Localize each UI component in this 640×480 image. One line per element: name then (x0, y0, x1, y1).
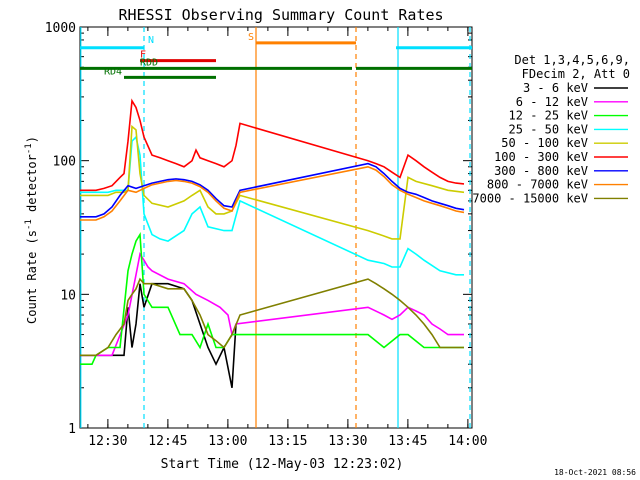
legend-item-label: 300 - 800 keV (494, 164, 588, 178)
plot-area: 1 10 100 1000 12:30 12:45 13:00 13:15 13:30 13:45… (45, 21, 488, 449)
legend-item-label: 3 - 6 keV (523, 81, 588, 95)
series-line (80, 277, 464, 357)
legend-item-label: 800 - 7000 keV (487, 178, 588, 192)
series-line (80, 232, 464, 365)
legend-item-label: 12 - 25 keV (509, 109, 588, 123)
legend-item-label: 25 - 50 keV (509, 122, 588, 136)
y-label-mid: detector (25, 154, 39, 219)
legend-header-line: FDecim 2, Att 0 (522, 67, 630, 81)
legend-item-label: 7000 - 15000 keV (472, 191, 588, 205)
legend: Det 1,3,4,5,6,9,FDecim 2, Att 03 - 6 keV… (472, 53, 630, 205)
x-tick-label: 13:15 (268, 434, 307, 449)
timestamp: 18-Oct-2021 08:56 (554, 468, 636, 477)
y-tick-label: 1 (68, 422, 76, 437)
y-tick-label: 10 (60, 288, 76, 303)
x-tick-label: 13:45 (388, 434, 427, 449)
legend-header-line: Det 1,3,4,5,6,9, (514, 53, 630, 67)
state-bar-label: S (248, 32, 254, 43)
series-line (80, 165, 465, 221)
legend-item-label: 6 - 12 keV (516, 95, 588, 109)
x-tick-label: 12:30 (88, 434, 127, 449)
y-label-prefix: Count Rate (s (25, 230, 39, 324)
state-bar-label: N (148, 35, 154, 46)
chart-title: RHESSI Observing Summary Count Rates (118, 6, 443, 24)
state-bar-label: RDD (140, 57, 158, 68)
series-line (80, 98, 465, 192)
x-tick-label: 14:00 (448, 434, 487, 449)
plot-frame (79, 26, 473, 429)
y-axis-label: Count Rate (s-1 detector-1) (24, 136, 39, 324)
x-tick-label: 13:00 (208, 434, 247, 449)
x-axis-label: Start Time (12-May-03 12:23:02) (161, 457, 404, 472)
x-tick-label: 12:45 (148, 434, 187, 449)
legend-item-label: 50 - 100 keV (501, 136, 588, 150)
legend-item-label: 100 - 300 keV (494, 150, 588, 164)
x-tick-label: 13:30 (328, 434, 367, 449)
series-line (80, 162, 465, 218)
state-bar-label: F (140, 50, 146, 61)
state-bar-label: RD4 (104, 66, 122, 77)
y-label-sup: -1 (24, 219, 34, 230)
y-label-end: ) (25, 136, 39, 143)
y-tick-label: 1000 (45, 21, 76, 36)
series-line (80, 252, 464, 357)
series-line (80, 124, 465, 240)
y-label-sup-2: -1 (24, 143, 34, 154)
y-tick-label: 100 (53, 155, 76, 170)
